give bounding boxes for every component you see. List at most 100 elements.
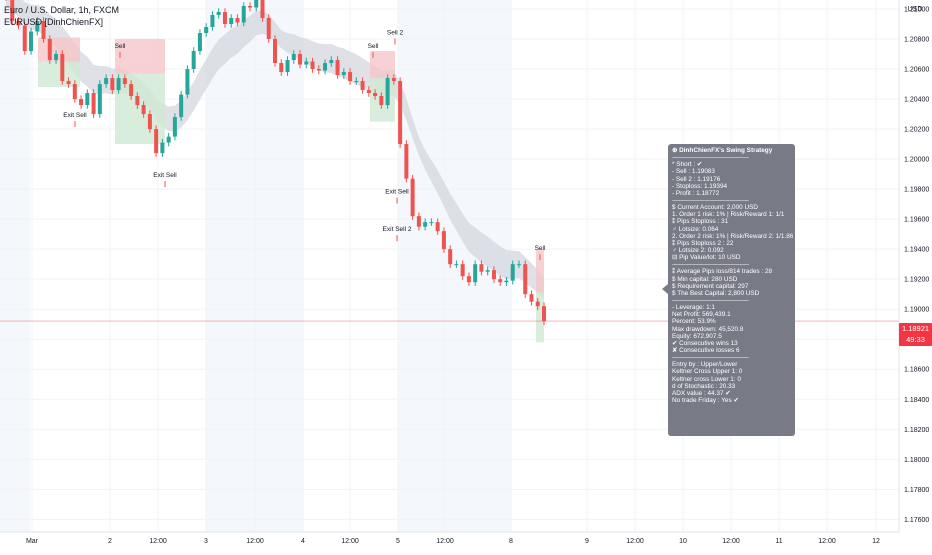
candle-body xyxy=(191,51,196,70)
info-line: ♂ Lotsize: 0.064 xyxy=(672,225,719,233)
candle-body xyxy=(291,54,296,61)
profit-zone xyxy=(536,292,544,343)
candle-body xyxy=(454,264,459,266)
candle-body xyxy=(135,96,140,106)
time-tick-label: 12:00 xyxy=(722,538,740,545)
candle-body xyxy=(79,99,84,106)
candle-body xyxy=(373,93,378,97)
trade-label: Exit Sell xyxy=(63,112,87,119)
loss-zone xyxy=(115,39,165,74)
currency-label: USD xyxy=(908,6,923,13)
info-line: $ Requirement capital: 297 xyxy=(672,282,749,290)
time-tick-label: 3 xyxy=(204,538,208,545)
candle-body xyxy=(22,25,27,52)
candle-body xyxy=(441,231,446,250)
candle-body xyxy=(254,0,259,8)
time-tick-label: 5 xyxy=(396,538,400,545)
candle-body xyxy=(10,0,15,22)
candle-body xyxy=(341,72,346,76)
candle-body xyxy=(235,18,240,23)
keltner-band xyxy=(6,0,544,299)
info-line: ✔ Consecutive wins 13 xyxy=(672,339,738,347)
current-price-label: 1.18921 xyxy=(901,324,930,333)
candle-body xyxy=(172,117,177,137)
trade-label: Sell xyxy=(368,43,379,50)
price-tick-label: 1.19200 xyxy=(904,277,929,284)
candle-body xyxy=(41,21,46,40)
trade-label: Sell 2 xyxy=(387,30,404,37)
candle-body xyxy=(323,63,328,71)
candle-body xyxy=(379,96,384,106)
price-tick-label: 1.21000 xyxy=(904,7,929,14)
candle-body xyxy=(385,78,390,106)
candle-body xyxy=(354,81,359,83)
candle-body xyxy=(348,72,353,82)
trade-label: Sell xyxy=(535,245,546,252)
price-tick-label: 1.17600 xyxy=(904,517,929,524)
candle-body xyxy=(298,54,303,65)
candle-body xyxy=(273,39,277,64)
info-line: ADX value : 44.37 ✔ xyxy=(672,389,731,397)
info-line: ♂ Lotsize 2: 0.092 xyxy=(672,246,724,254)
candle-body xyxy=(498,279,503,283)
info-line: Entry by : Upper/Lower xyxy=(672,361,738,369)
candle-body xyxy=(398,81,403,145)
loss-zone xyxy=(38,37,80,62)
candle-body xyxy=(116,78,121,91)
candle-body xyxy=(479,264,484,272)
candle-body xyxy=(335,60,340,76)
countdown-label: 49:33 xyxy=(906,335,925,344)
candle-body xyxy=(285,60,290,73)
candle-body xyxy=(229,18,234,25)
candle-body xyxy=(266,18,271,40)
candle-body xyxy=(210,15,215,28)
price-tick-label: 1.18200 xyxy=(904,427,929,434)
time-tick-label: 12:00 xyxy=(149,538,167,545)
price-tick-label: 1.19600 xyxy=(904,217,929,224)
info-line: ⊟ Pip Value/lot: 10 USD xyxy=(672,254,741,262)
info-separator: ----------------------------------------… xyxy=(672,154,749,162)
price-tick-label: 1.20600 xyxy=(904,67,929,74)
info-separator: ----------------------------------------… xyxy=(672,354,749,362)
trade-label: Exit Sell xyxy=(385,189,409,196)
price-tick-label: 1.18400 xyxy=(904,397,929,404)
candle-body xyxy=(110,78,115,91)
candle-body xyxy=(435,222,440,232)
candle-body xyxy=(360,81,365,91)
time-tick-label: 11 xyxy=(775,538,782,545)
candle-body xyxy=(485,270,490,272)
info-line: Percent: 53.9% xyxy=(672,318,716,326)
info-line: Keltner cross Lower 1: 0 xyxy=(672,375,741,383)
info-line: $ The Best Capital: 2,800 USD xyxy=(672,289,760,297)
candle-body xyxy=(391,78,396,82)
candle-body xyxy=(516,264,521,266)
candle-body xyxy=(329,60,334,64)
candle-body xyxy=(491,270,496,280)
info-line: ⁑ Pips Stoploss 2 : 22 xyxy=(672,239,734,247)
candle-body xyxy=(542,306,546,322)
info-line: No trade Friday : Yes ✔ xyxy=(672,396,739,404)
candle-body xyxy=(316,69,321,71)
info-line: ⊕ DinhChienFX's Swing Strategy xyxy=(672,147,773,154)
candle-body xyxy=(466,276,471,283)
info-line: - Sell 2 : 1.19176 xyxy=(672,175,721,183)
time-tick-label: 12:00 xyxy=(246,538,264,545)
candle-body xyxy=(260,0,265,19)
candle-body xyxy=(279,63,284,73)
candle-body xyxy=(91,93,96,115)
info-line: ⁑ Pips Stoploss : 31 xyxy=(672,218,729,226)
strategy-info-box: ⊕ DinhChienFX's Swing Strategy ----------… xyxy=(668,144,795,436)
loss-zone xyxy=(536,249,544,293)
candle-body xyxy=(54,54,59,61)
candle-body xyxy=(429,222,434,224)
session-shade-0 xyxy=(0,0,30,532)
candle-body xyxy=(160,142,165,154)
candle-body xyxy=(104,78,109,85)
current-price-tag: 1.18921 49:33 xyxy=(899,323,932,346)
trade-label: Exit Sell 2 xyxy=(383,226,412,233)
candle-body xyxy=(47,39,52,61)
candle-body xyxy=(523,264,528,295)
time-tick-label: Mar xyxy=(26,538,39,545)
time-tick-label: 4 xyxy=(301,538,305,545)
